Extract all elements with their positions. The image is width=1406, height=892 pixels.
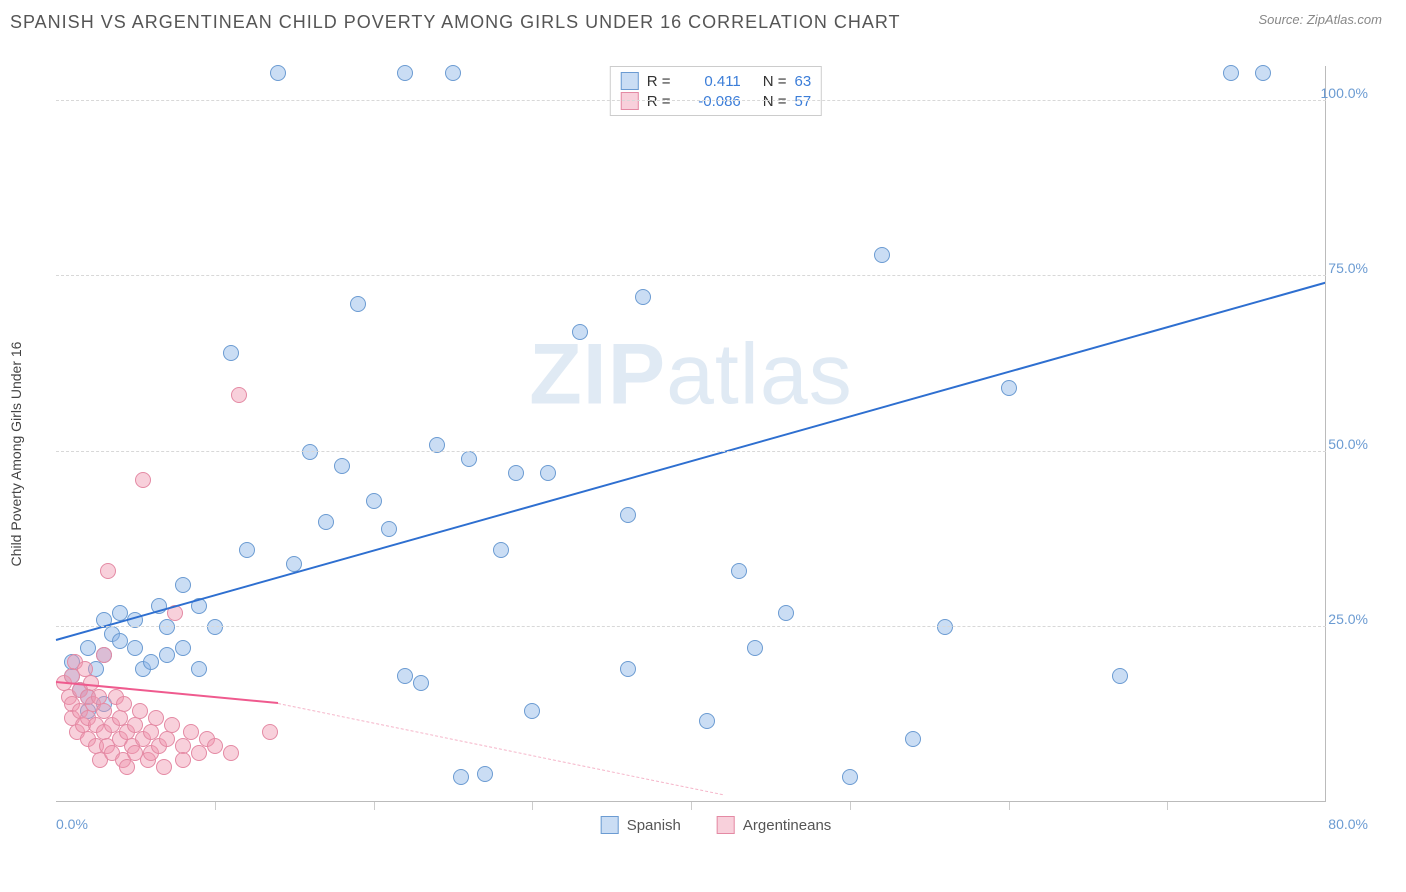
- grid-line: [56, 100, 1326, 101]
- grid-line: [56, 451, 1326, 452]
- data-point: [80, 640, 96, 656]
- data-point: [699, 713, 715, 729]
- source-credit: Source: ZipAtlas.com: [1258, 12, 1382, 27]
- data-point: [183, 724, 199, 740]
- data-point: [397, 668, 413, 684]
- data-point: [874, 247, 890, 263]
- legend-item-argentineans: Argentineans: [717, 816, 831, 834]
- y-tick-label: 100.0%: [1321, 85, 1368, 101]
- data-point: [112, 633, 128, 649]
- y-tick-label: 50.0%: [1328, 436, 1368, 452]
- x-tick: [1167, 802, 1168, 810]
- n-value-spanish: 63: [795, 73, 812, 90]
- grid-line: [56, 626, 1326, 627]
- legend-row-spanish: R = 0.411 N = 63: [621, 71, 811, 91]
- data-point: [620, 661, 636, 677]
- y-tick-label: 75.0%: [1328, 260, 1368, 276]
- data-point: [413, 675, 429, 691]
- data-point: [937, 619, 953, 635]
- chart-title: SPANISH VS ARGENTINEAN CHILD POVERTY AMO…: [10, 12, 901, 33]
- data-point: [159, 647, 175, 663]
- x-tick: [850, 802, 851, 810]
- x-tick: [1009, 802, 1010, 810]
- data-point: [1112, 668, 1128, 684]
- data-point: [159, 731, 175, 747]
- data-point: [747, 640, 763, 656]
- data-point: [302, 444, 318, 460]
- data-point: [1001, 380, 1017, 396]
- data-point: [127, 640, 143, 656]
- data-point: [119, 759, 135, 775]
- data-point: [100, 563, 116, 579]
- data-point: [778, 605, 794, 621]
- data-point: [135, 472, 151, 488]
- watermark: ZIPatlas: [529, 326, 852, 425]
- data-point: [461, 451, 477, 467]
- chart-area: ZIPatlas 0.0% 80.0% R = 0.411 N = 63 R =…: [56, 66, 1376, 836]
- data-point: [493, 542, 509, 558]
- data-point: [905, 731, 921, 747]
- data-point: [116, 696, 132, 712]
- x-axis-min-label: 0.0%: [56, 816, 88, 832]
- data-point: [231, 387, 247, 403]
- swatch-spanish: [601, 816, 619, 834]
- data-point: [620, 507, 636, 523]
- data-point: [1223, 65, 1239, 81]
- data-point: [143, 654, 159, 670]
- data-point: [207, 738, 223, 754]
- x-tick: [532, 802, 533, 810]
- data-point: [731, 563, 747, 579]
- y-tick-label: 25.0%: [1328, 611, 1368, 627]
- data-point: [381, 521, 397, 537]
- y-axis-label: Child Poverty Among Girls Under 16: [8, 342, 24, 567]
- swatch-argentineans: [717, 816, 735, 834]
- data-point: [397, 65, 413, 81]
- data-point: [524, 703, 540, 719]
- data-point: [334, 458, 350, 474]
- data-point: [191, 745, 207, 761]
- data-point: [318, 514, 334, 530]
- data-point: [223, 345, 239, 361]
- data-point: [148, 710, 164, 726]
- data-point: [191, 661, 207, 677]
- data-point: [223, 745, 239, 761]
- data-point: [207, 619, 223, 635]
- data-point: [262, 724, 278, 740]
- data-point: [175, 640, 191, 656]
- y-axis-line: [1325, 66, 1326, 802]
- data-point: [159, 619, 175, 635]
- x-axis-max-label: 80.0%: [1328, 816, 1368, 832]
- data-point: [164, 717, 180, 733]
- r-value-spanish: 0.411: [681, 73, 741, 90]
- x-tick: [374, 802, 375, 810]
- data-point: [175, 752, 191, 768]
- data-point: [156, 759, 172, 775]
- data-point: [477, 766, 493, 782]
- legend-item-spanish: Spanish: [601, 816, 681, 834]
- data-point: [270, 65, 286, 81]
- data-point: [572, 324, 588, 340]
- trend-line: [278, 703, 723, 795]
- data-point: [132, 703, 148, 719]
- data-point: [540, 465, 556, 481]
- data-point: [366, 493, 382, 509]
- data-point: [445, 65, 461, 81]
- x-tick: [215, 802, 216, 810]
- series-legend: Spanish Argentineans: [601, 816, 832, 834]
- data-point: [96, 647, 112, 663]
- data-point: [842, 769, 858, 785]
- data-point: [635, 289, 651, 305]
- data-point: [239, 542, 255, 558]
- trend-line: [56, 281, 1327, 640]
- x-tick: [691, 802, 692, 810]
- grid-line: [56, 275, 1326, 276]
- scatter-plot: ZIPatlas: [56, 66, 1326, 802]
- data-point: [1255, 65, 1271, 81]
- swatch-spanish: [621, 72, 639, 90]
- data-point: [453, 769, 469, 785]
- data-point: [508, 465, 524, 481]
- data-point: [350, 296, 366, 312]
- correlation-legend: R = 0.411 N = 63 R = -0.086 N = 57: [610, 66, 822, 116]
- data-point: [175, 577, 191, 593]
